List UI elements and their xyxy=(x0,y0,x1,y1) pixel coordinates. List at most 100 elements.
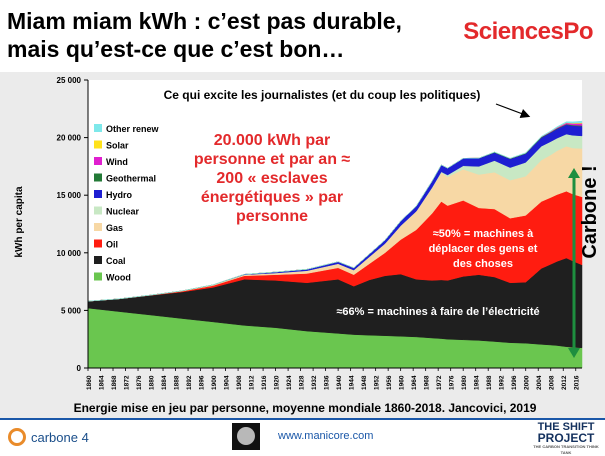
x-tick-label: 1976 xyxy=(449,375,456,390)
shift-project-logo: THE SHIFT PROJECT THE CARBON TRANSITION … xyxy=(533,422,599,456)
chart-legend: Other renew Solar Wind Geothermal Hydro Nucle… xyxy=(94,124,160,283)
sciencespo-logo: SciencesPo xyxy=(463,18,593,45)
x-tick-label: 1948 xyxy=(361,375,368,390)
shift-logo-line2: PROJECT xyxy=(537,431,595,445)
machines-move-line-1: ≈50% = machines à xyxy=(433,228,534,240)
legend-label-hydro: Hydro xyxy=(106,190,133,200)
machines-elec-annotation: ≈66% = machines à faire de l’électricité xyxy=(336,306,539,318)
x-tick-label: 1892 xyxy=(186,375,193,390)
x-tick-label: 1984 xyxy=(474,375,481,390)
website-link[interactable]: www.manicore.com xyxy=(278,430,374,442)
y-tick-label: 25 000 xyxy=(57,76,82,85)
x-tick-label: 1964 xyxy=(411,375,418,390)
x-tick-label: 1928 xyxy=(299,375,306,390)
x-tick-label: 1900 xyxy=(211,375,218,390)
x-tick-label: 1868 xyxy=(111,375,118,390)
moon-icon xyxy=(232,423,260,450)
x-tick-label: 2016 xyxy=(574,375,581,390)
slaves-line-2: personne et par an ≈ xyxy=(194,151,351,168)
x-tick-label: 1960 xyxy=(399,375,406,390)
legend-label-wind: Wind xyxy=(106,157,128,167)
x-tick-label: 1956 xyxy=(386,375,393,390)
x-tick-label: 1884 xyxy=(161,375,168,390)
y-tick-label: 20 000 xyxy=(57,134,82,143)
x-tick-label: 1904 xyxy=(224,375,231,390)
legend-swatch-oil xyxy=(94,239,102,248)
carbone4-circle-icon xyxy=(8,428,26,446)
legend-swatch-gas xyxy=(94,223,102,231)
journalists-arrow xyxy=(495,103,531,118)
legend-swatch-nuclear xyxy=(94,206,102,215)
carbone4-label: carbone 4 xyxy=(31,429,89,445)
legend-swatch-other-renew xyxy=(94,124,102,132)
x-tick-label: 1988 xyxy=(486,375,493,390)
chart-areas xyxy=(87,120,583,369)
carbone-bracket xyxy=(568,168,580,358)
carbone-arrow-down xyxy=(568,348,580,358)
chart-axes: 0 5 000 10 000 15 000 20 000 25 000 1860 1864 18… xyxy=(57,76,582,390)
x-tick-label: 1916 xyxy=(261,375,268,390)
legend-label-nuclear: Nuclear xyxy=(106,207,140,217)
x-tick-label: 1876 xyxy=(136,375,143,390)
machines-move-annotation: ≈50% = machines à déplacer des gens et d… xyxy=(429,228,538,270)
x-tick-label: 1944 xyxy=(349,375,356,390)
x-tick-label: 1980 xyxy=(461,375,468,390)
x-tick-label: 2000 xyxy=(524,375,531,390)
slide-footer: carbone 4 www.manicore.com THE SHIFT PRO… xyxy=(0,418,605,456)
slaves-line-5: personne xyxy=(236,208,308,225)
carbone-arrow-up xyxy=(568,168,580,178)
x-tick-label: 1952 xyxy=(374,375,381,390)
legend-label-gas: Gas xyxy=(106,223,123,233)
legend-label-wood: Wood xyxy=(106,273,131,283)
x-tick-label: 1920 xyxy=(274,375,281,390)
x-tick-label: 1972 xyxy=(436,375,443,390)
x-tick-label: 1940 xyxy=(336,375,343,390)
x-tick-label: 1932 xyxy=(311,375,318,390)
legend-label-solar: Solar xyxy=(106,141,129,151)
x-tick-label: 1880 xyxy=(149,375,156,390)
slaves-annotation: 20.000 kWh par personne et par an ≈ 200 … xyxy=(194,132,351,225)
x-tick-label: 1872 xyxy=(124,375,131,390)
x-tick-label: 1864 xyxy=(99,375,106,390)
x-tick-label: 1924 xyxy=(286,375,293,390)
x-tick-label: 1896 xyxy=(199,375,206,390)
slide-title-line1: Miam miam kWh : c’est pas durable, xyxy=(7,8,402,34)
legend-swatch-coal xyxy=(94,256,102,264)
slide-header: Miam miam kWh : c’est pas durable, mais … xyxy=(0,0,605,72)
y-tick-label: 0 xyxy=(77,364,82,373)
legend-swatch-wood xyxy=(94,272,102,281)
legend-label-oil: Oil xyxy=(106,240,118,250)
y-axis-label: kWh per capita xyxy=(14,186,25,258)
x-tick-label: 1992 xyxy=(499,375,506,390)
x-tick-label: 1936 xyxy=(324,375,331,390)
legend-label-geothermal: Geothermal xyxy=(106,174,156,184)
legend-label-coal: Coal xyxy=(106,256,126,266)
x-tick-label: 2008 xyxy=(549,375,556,390)
carbone-label: Carbone ! xyxy=(579,165,601,258)
slide-title-line2: mais qu’est-ce que c’est bon… xyxy=(7,36,345,62)
legend-swatch-solar xyxy=(94,140,102,149)
y-tick-label: 10 000 xyxy=(57,249,82,258)
slaves-line-3: 200 « esclaves xyxy=(216,170,327,187)
journalists-annotation: Ce qui excite les journalistes (et du co… xyxy=(164,88,481,102)
y-tick-label: 5 000 xyxy=(61,306,82,315)
legend-swatch-wind xyxy=(94,157,102,165)
energy-area-chart: 0 5 000 10 000 15 000 20 000 25 000 1860 1864 18… xyxy=(14,76,601,415)
legend-swatch-geothermal xyxy=(94,173,102,182)
x-tick-label: 1912 xyxy=(249,375,256,390)
x-tick-label: 1860 xyxy=(86,375,93,390)
x-tick-label: 2012 xyxy=(561,375,568,390)
legend-swatch-hydro xyxy=(94,190,102,198)
machines-move-line-3: des choses xyxy=(453,258,513,270)
legend-label-other-renew: Other renew xyxy=(106,124,160,134)
x-tick-label: 2004 xyxy=(536,375,543,390)
carbone4-logo: carbone 4 xyxy=(8,428,89,446)
x-tick-label: 1888 xyxy=(174,375,181,390)
area-other-renew xyxy=(87,120,583,302)
slaves-line-1: 20.000 kWh par xyxy=(214,132,331,149)
x-tick-label: 1996 xyxy=(511,375,518,390)
machines-move-line-2: déplacer des gens et xyxy=(429,243,538,255)
shift-logo-tagline: THE CARBON TRANSITION THINK TANK xyxy=(533,444,599,455)
x-tick-label: 1908 xyxy=(236,375,243,390)
slaves-line-4: énergétiques » par xyxy=(201,189,343,206)
